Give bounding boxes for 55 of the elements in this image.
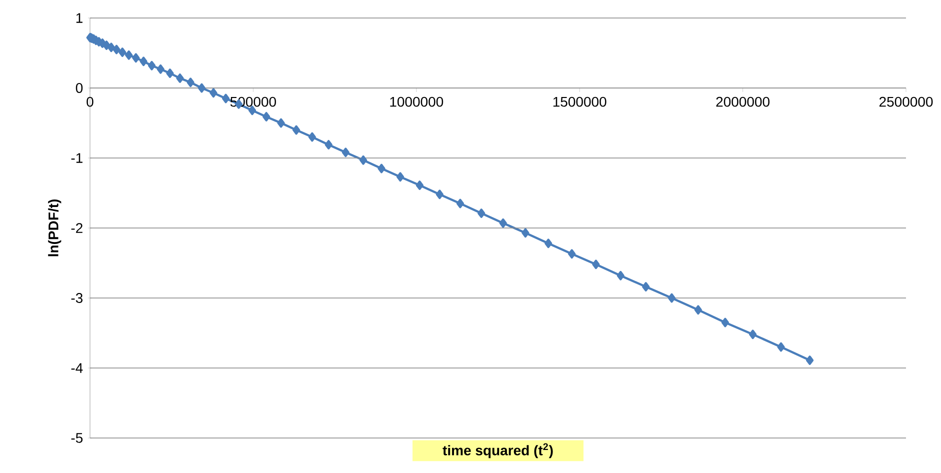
point	[140, 56, 148, 66]
x-tick-label: 2500000	[879, 96, 933, 107]
x-tick-label: 1500000	[553, 96, 606, 107]
point	[522, 228, 530, 238]
point	[436, 190, 444, 200]
point	[668, 293, 676, 303]
point	[499, 218, 507, 228]
point	[210, 88, 218, 98]
point	[416, 180, 424, 190]
point	[568, 249, 576, 259]
y-tick-label: -5	[71, 433, 83, 443]
point	[292, 125, 300, 135]
point	[107, 42, 116, 52]
point	[176, 74, 184, 83]
point	[478, 208, 486, 218]
point	[118, 48, 126, 57]
point	[777, 342, 785, 352]
point	[378, 164, 386, 174]
point	[156, 64, 164, 74]
point	[342, 148, 350, 158]
x-tick-label: 0	[86, 96, 94, 107]
point	[642, 282, 650, 292]
point	[324, 140, 332, 150]
point	[277, 118, 285, 128]
y-axis-title: ln(PDF/t)	[48, 200, 62, 256]
point	[148, 60, 156, 70]
x-tick-label: 2000000	[716, 96, 770, 107]
point	[125, 50, 133, 60]
point	[308, 132, 316, 142]
x-axis-title: time squared (t$^{2}$)	[442, 443, 553, 458]
point	[102, 40, 110, 50]
point	[166, 68, 174, 78]
point	[592, 260, 600, 270]
point	[396, 172, 404, 182]
y-tick-label: -3	[71, 293, 83, 303]
point	[544, 238, 552, 248]
point	[132, 53, 140, 63]
point	[616, 270, 624, 280]
y-tick-label: -1	[71, 153, 82, 163]
point	[694, 305, 702, 315]
point	[198, 83, 206, 93]
x-tick-label: 1000000	[390, 96, 444, 107]
point	[112, 44, 120, 54]
point	[222, 94, 230, 104]
y-tick-label: 1	[76, 13, 82, 23]
point	[749, 330, 757, 340]
point	[186, 78, 194, 88]
point	[262, 112, 270, 122]
point	[359, 155, 368, 165]
point	[721, 318, 729, 328]
y-tick-label: 0	[76, 83, 83, 93]
point	[806, 356, 814, 365]
y-tick-label: -2	[71, 223, 82, 233]
y-tick-label: -4	[71, 363, 83, 373]
point	[456, 198, 464, 208]
